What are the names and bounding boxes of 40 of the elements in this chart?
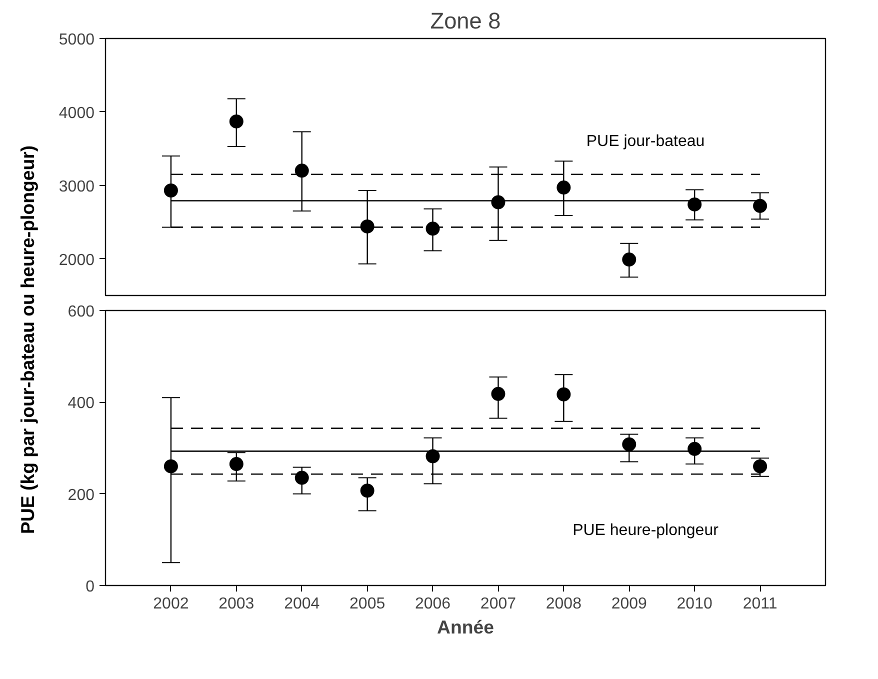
y-tick-label: 0 [86, 578, 95, 596]
point [491, 386, 506, 401]
point [229, 457, 244, 472]
y-tick-label: 3000 [58, 178, 95, 196]
x-tick-label: 2004 [284, 596, 320, 612]
point [753, 459, 768, 474]
point [164, 459, 178, 474]
x-tick-label: 2003 [218, 596, 254, 612]
x-tick-label: 2006 [414, 596, 451, 612]
point [426, 222, 440, 236]
y-tick-label: 5000 [58, 32, 95, 48]
y-tick-label: 400 [68, 395, 95, 412]
point [294, 470, 309, 485]
text: PUE heure-plongeur [572, 522, 720, 539]
point [229, 114, 244, 128]
point [622, 252, 636, 267]
chart-title: Zone 8 [430, 8, 501, 34]
point [164, 184, 178, 198]
y-tick-label: 4000 [58, 104, 95, 122]
x-tick-label: 2008 [546, 596, 582, 612]
x-tick-label: 2010 [676, 596, 712, 612]
point [426, 449, 440, 464]
point [556, 387, 571, 402]
x-tick-label: 2005 [350, 596, 386, 612]
x-tick-label: 2002 [153, 596, 189, 612]
point [294, 164, 309, 178]
point [556, 180, 571, 195]
x-tick-label: 2011 [742, 596, 778, 612]
point [360, 219, 374, 234]
point [360, 484, 374, 498]
y-tick-label: 200 [68, 486, 95, 504]
y-tick-label: 600 [68, 304, 95, 320]
y-axis-title: PUE (kg par jour-bateau ou heure-plongeur) [17, 145, 38, 534]
point [622, 437, 636, 452]
x-axis-title: Année [436, 616, 494, 638]
point [753, 198, 768, 213]
y-tick-label: 2000 [58, 252, 95, 269]
x-tick-label: 2007 [480, 596, 516, 612]
x-tick-label: 2009 [611, 596, 648, 612]
text: PUE jour-bateau [586, 132, 705, 150]
